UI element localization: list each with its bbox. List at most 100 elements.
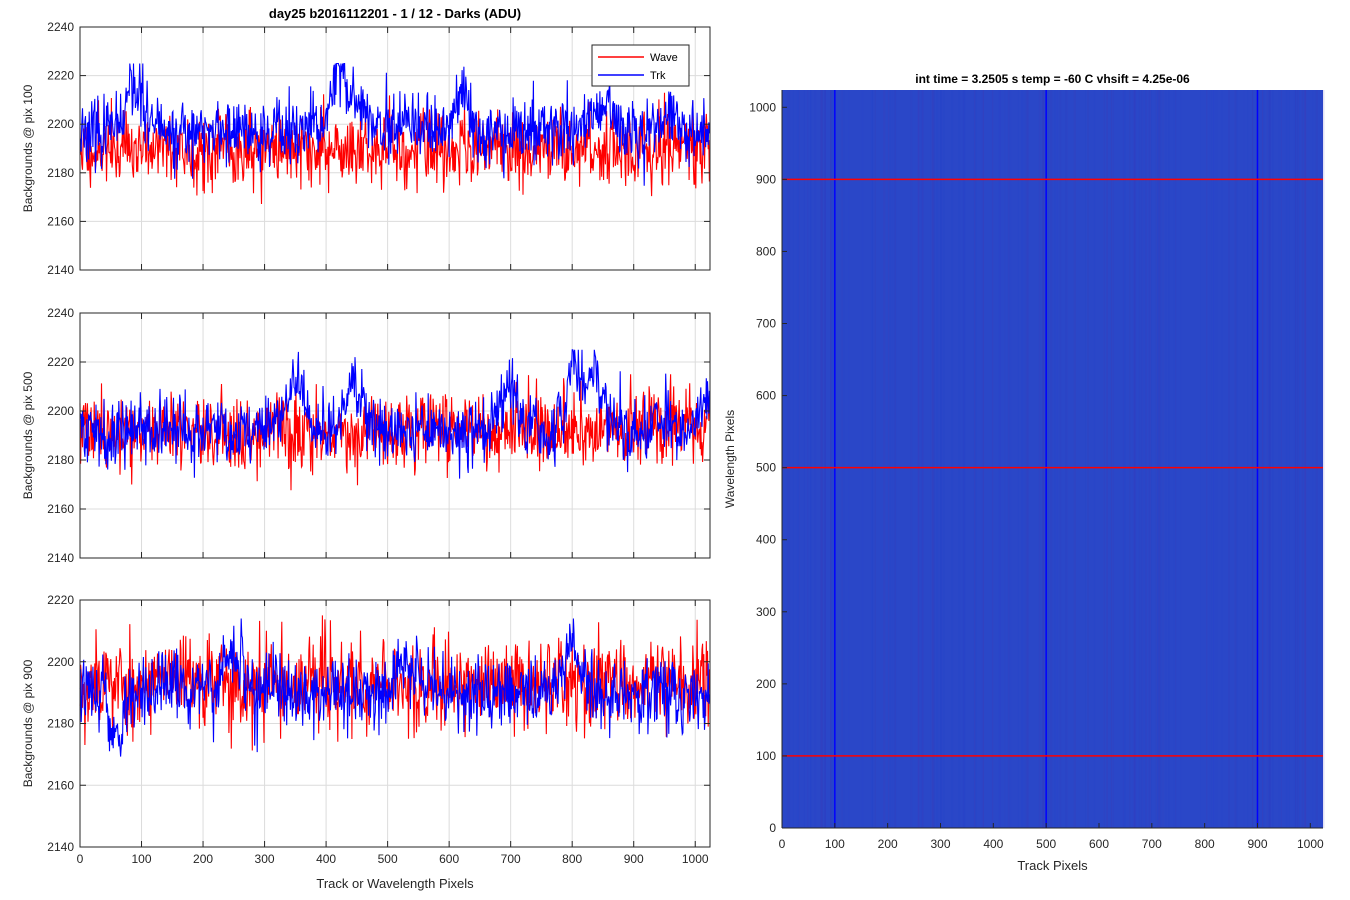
heatmap-texture (1149, 90, 1150, 828)
heatmap-texture (1269, 90, 1271, 828)
heatmap-texture (1216, 90, 1218, 828)
x-tick-label: 200 (878, 837, 898, 851)
heatmap-texture (1057, 90, 1058, 828)
heatmap-texture (1148, 90, 1150, 828)
heatmap-texture (1113, 90, 1114, 828)
heatmap-texture (807, 90, 809, 828)
heatmap-texture (810, 90, 812, 828)
heatmap-title: int time = 3.2505 s temp = -60 C vhsift … (915, 72, 1190, 86)
heatmap-texture (1026, 90, 1029, 828)
heatmap-texture (1139, 90, 1141, 828)
x-tick-label: 600 (1089, 837, 1109, 851)
heatmap-texture (1175, 90, 1177, 828)
x-tick-label: 300 (255, 852, 275, 866)
heatmap-texture (998, 90, 1000, 828)
heatmap-texture (1042, 90, 1045, 828)
x-tick-label: 300 (930, 837, 950, 851)
heatmap-texture (1004, 90, 1006, 828)
heatmap-texture (887, 90, 890, 828)
heatmap-texture (1173, 90, 1175, 828)
heatmap-texture (1281, 90, 1282, 828)
heatmap-texture (787, 90, 790, 828)
heatmap-texture (1159, 90, 1162, 828)
heatmap-texture (1295, 90, 1297, 828)
heatmap-texture (796, 90, 799, 828)
x-tick-label: 800 (562, 852, 582, 866)
heatmap-texture (1110, 90, 1113, 828)
heatmap-texture (1262, 90, 1264, 828)
y-tick-label: 200 (756, 677, 776, 691)
heatmap-texture (932, 90, 934, 828)
heatmap-texture (1269, 90, 1271, 828)
series-line-trk (79, 618, 710, 757)
heatmap-texture (872, 90, 874, 828)
heatmap-texture (940, 90, 942, 828)
heatmap-texture (1234, 90, 1237, 828)
heatmap-texture (940, 90, 942, 828)
heatmap-texture (792, 90, 794, 828)
y-tick-label: 2220 (47, 355, 74, 369)
heatmap-texture (1143, 90, 1146, 828)
heatmap-texture (870, 90, 873, 828)
heatmap-texture (1149, 90, 1151, 828)
x-tick-label: 900 (624, 852, 644, 866)
heatmap-texture (814, 90, 817, 828)
y-tick-label: 0 (769, 821, 776, 835)
x-tick-label: 0 (779, 837, 786, 851)
heatmap-texture (1106, 90, 1108, 828)
heatmap-texture (936, 90, 939, 828)
heatmap-texture (789, 90, 791, 828)
legend-label-trk: Trk (650, 70, 666, 82)
heatmap-texture (1054, 90, 1057, 828)
heatmap-texture (883, 90, 886, 828)
heatmap-texture (1087, 90, 1089, 828)
heatmap-texture (1301, 90, 1303, 828)
heatmap-texture (1157, 90, 1160, 828)
y-tick-label: 100 (756, 749, 776, 763)
heatmap-texture (982, 90, 984, 828)
heatmap-texture (1209, 90, 1211, 828)
heatmap-texture (1299, 90, 1300, 828)
heatmap-texture (1132, 90, 1135, 828)
heatmap-image (782, 90, 1323, 828)
heatmap-texture (1065, 90, 1067, 828)
heatmap-texture (820, 90, 823, 828)
x-tick-label: 800 (1195, 837, 1215, 851)
heatmap-texture (1009, 90, 1012, 828)
legend-box (591, 44, 690, 87)
heatmap-texture (1285, 90, 1287, 828)
line-plot-pix-900: 0 100 200 300 400 500 600 700 800 900 1000 2140 2160… (21, 593, 711, 891)
heatmap-texture (861, 90, 864, 828)
y-tick-label: 700 (756, 317, 776, 331)
y-tick-label: 600 (756, 389, 776, 403)
heatmap-texture (1262, 90, 1265, 828)
heatmap-texture (889, 90, 891, 828)
heatmap-texture (895, 90, 897, 828)
x-tick-label: 200 (193, 852, 213, 866)
heatmap-texture (930, 90, 931, 828)
heatmap-texture (848, 90, 850, 828)
heatmap-texture (1269, 90, 1271, 828)
line-plot-pix-100: 2140 2160 2180 2200 2220 2240 Backgrounds @ pi… (21, 20, 711, 277)
heatmap-texture (917, 90, 919, 828)
heatmap-texture (824, 90, 826, 828)
heatmap-texture (1268, 90, 1270, 828)
x-tick-label: 700 (501, 852, 521, 866)
heatmap-texture (1252, 90, 1254, 828)
y-tick-label: 2240 (47, 306, 74, 320)
heatmap-texture (832, 90, 835, 828)
heatmap-texture (921, 90, 924, 828)
heatmap-texture (1247, 90, 1249, 828)
heatmap-texture (820, 90, 823, 828)
heatmap-texture (1145, 90, 1147, 828)
heatmap-texture (1085, 90, 1086, 828)
heatmap-texture (1235, 90, 1238, 828)
heatmap-texture (940, 90, 943, 828)
heatmap-texture (1243, 90, 1245, 828)
heatmap-texture (1278, 90, 1280, 828)
y-tick-label: 2200 (47, 655, 74, 669)
axes-box (79, 26, 711, 271)
heatmap-texture (1293, 90, 1296, 828)
heatmap-texture (1168, 90, 1170, 828)
heatmap-texture (910, 90, 913, 828)
